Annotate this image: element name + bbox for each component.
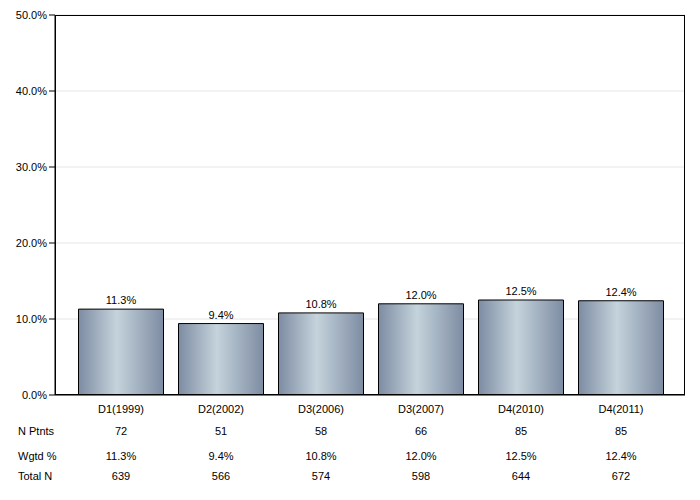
svg-text:12.0%: 12.0%	[405, 289, 436, 301]
html-text:58: 58	[314, 425, 328, 437]
svg-text:10.0%: 10.0%	[16, 313, 47, 325]
html-text:11.3%: 11.3%	[105, 450, 137, 462]
html-text:566: 566	[211, 470, 231, 482]
svg-text:20.0%: 20.0%	[16, 237, 47, 249]
html-text:Wgtd %: Wgtd %	[18, 450, 57, 462]
html-text:51: 51	[214, 425, 228, 437]
html-text:72: 72	[114, 425, 128, 437]
svg-text:30.0%: 30.0%	[16, 161, 47, 173]
svg-text:D1(1999): D1(1999)	[98, 403, 144, 415]
svg-text:10.8%: 10.8%	[305, 298, 336, 310]
html-text:574: 574	[311, 470, 331, 482]
svg-text:40.0%: 40.0%	[16, 85, 47, 97]
html-text:Total N: Total N	[18, 470, 53, 482]
html-text:12.0%: 12.0%	[405, 450, 437, 462]
html-text:639: 639	[111, 470, 131, 482]
svg-text:D4(2011): D4(2011)	[598, 403, 643, 415]
html-text:644: 644	[511, 470, 531, 482]
svg-text:11.3%: 11.3%	[106, 294, 137, 306]
svg-text:50.0%: 50.0%	[16, 9, 47, 21]
svg-text:D2(2002): D2(2002)	[198, 403, 244, 415]
svg-text:D3(2007): D3(2007)	[398, 403, 444, 415]
svg-text:9.4%: 9.4%	[208, 309, 233, 321]
html-text:66: 66	[414, 425, 428, 437]
svg-text:12.5%: 12.5%	[505, 285, 536, 297]
html-text:10.8%: 10.8%	[305, 450, 337, 462]
html-text:85: 85	[514, 425, 528, 437]
html-text:598: 598	[411, 470, 431, 482]
html-text:12.5%: 12.5%	[505, 450, 537, 462]
html-text:N Ptnts: N Ptnts	[18, 425, 55, 437]
svg-text:D4(2010): D4(2010)	[498, 403, 544, 415]
svg-text:0.0%: 0.0%	[22, 389, 47, 401]
svg-text:D3(2006): D3(2006)	[298, 403, 344, 415]
html-text:672: 672	[611, 470, 631, 482]
html-text:12.4%: 12.4%	[605, 450, 637, 462]
svg-text:12.4%: 12.4%	[605, 286, 636, 298]
html-text:85: 85	[614, 425, 628, 437]
html-text:9.4%: 9.4%	[208, 450, 234, 462]
